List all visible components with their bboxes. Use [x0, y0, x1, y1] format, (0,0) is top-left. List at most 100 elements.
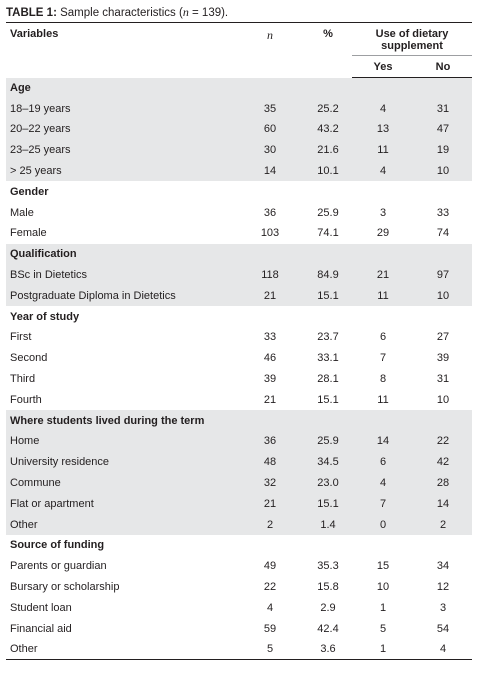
section-label: Year of study — [10, 310, 80, 323]
variable-cell: 20–22 years — [6, 119, 236, 140]
no-cell: 47 — [414, 119, 473, 140]
percent-cell: 35.3 — [317, 560, 339, 573]
count-cell: 48 — [236, 451, 304, 473]
table-body: Age 18–19 years 35 25.2 4 31 20–22 years 60 43.2… — [6, 77, 473, 661]
variable-cell: Postgraduate Diploma in Dietetics — [6, 285, 236, 307]
count-cell: 36 — [263, 206, 277, 219]
count-cell: 4 — [266, 601, 274, 614]
yes-cell: 4 — [352, 160, 414, 182]
variable-cell: Bursary or scholarship — [10, 581, 120, 594]
table-title: TABLE 1: Sample characteristics (n = 139… — [6, 5, 228, 20]
count-cell: 22 — [263, 581, 277, 594]
variable-cell: BSc in Dietetics — [6, 264, 236, 286]
no-cell: 33 — [436, 206, 450, 219]
no-cell: 10 — [414, 160, 473, 182]
title-text: Sample characteristics ( — [56, 7, 183, 19]
yes-cell: 7 — [352, 493, 414, 515]
data-row: Home 36 25.9 14 22 — [6, 431, 473, 452]
data-row: Postgraduate Diploma in Dietetics 21 15.1 1… — [6, 285, 473, 307]
no-cell: 3 — [439, 601, 447, 614]
section-row: Where students lived during the term — [6, 410, 473, 432]
data-row: Financial aid 59 42.4 5 54 — [6, 618, 472, 639]
count-cell: 30 — [236, 139, 304, 161]
yes-cell: 13 — [352, 119, 414, 140]
yes-cell: 14 — [352, 431, 414, 452]
variable-cell: Male — [10, 206, 34, 219]
variable-cell: 23–25 years — [6, 139, 236, 161]
yes-cell: 6 — [352, 451, 414, 473]
percent-cell: 15.1 — [304, 493, 352, 515]
data-row: Flat or apartment 21 15.1 7 14 — [6, 493, 473, 515]
data-row: Male 36 25.9 3 33 — [6, 202, 472, 223]
yes-cell: 11 — [352, 139, 414, 161]
variable-cell: > 25 years — [6, 160, 236, 182]
percent-cell: 15.1 — [304, 285, 352, 307]
no-cell: 14 — [414, 493, 473, 515]
no-cell: 4 — [414, 639, 473, 661]
data-table: Variables n % Use of dietary supplement … — [6, 22, 473, 661]
no-cell: 19 — [414, 139, 473, 161]
section-label: Age — [6, 77, 473, 99]
percent-cell: 33.1 — [317, 352, 339, 365]
yes-cell: 4 — [352, 98, 414, 120]
percent-cell: 1.4 — [304, 514, 352, 536]
header-variables: Variables — [6, 22, 236, 78]
percent-cell: 21.6 — [304, 139, 352, 161]
data-row: Other 2 1.4 0 2 — [6, 514, 473, 536]
percent-cell: 42.4 — [317, 622, 339, 635]
yes-cell: 1 — [352, 639, 414, 661]
section-row: Age — [6, 77, 473, 99]
count-cell: 21 — [263, 393, 277, 406]
count-cell: 33 — [263, 331, 277, 344]
percent-cell: 34.5 — [304, 451, 352, 473]
variable-cell: Fourth — [10, 393, 42, 406]
yes-cell: 29 — [376, 227, 390, 240]
yes-cell: 6 — [379, 331, 387, 344]
count-cell: 103 — [260, 227, 280, 240]
yes-cell: 1 — [379, 601, 387, 614]
percent-cell: 25.9 — [317, 206, 339, 219]
yes-cell: 8 — [379, 373, 387, 386]
count-cell: 35 — [236, 98, 304, 120]
count-cell: 21 — [236, 493, 304, 515]
variable-cell: Other — [6, 514, 236, 536]
data-row: BSc in Dietetics 118 84.9 21 97 — [6, 264, 473, 286]
count-cell: 60 — [236, 119, 304, 140]
variable-cell: Parents or guardian — [10, 560, 107, 573]
variable-cell: Commune — [6, 472, 236, 494]
count-cell: 32 — [236, 472, 304, 494]
data-row: > 25 years 14 10.1 4 10 — [6, 160, 473, 182]
data-row: Bursary or scholarship 22 15.8 10 12 — [6, 577, 472, 598]
data-row: Third 39 28.1 8 31 — [6, 369, 472, 390]
section-label: Source of funding — [10, 539, 105, 552]
percent-cell: 3.6 — [304, 639, 352, 661]
no-cell: 2 — [414, 514, 473, 536]
data-row: First 33 23.7 6 27 — [6, 327, 472, 348]
yes-cell: 11 — [352, 285, 414, 307]
no-cell: 28 — [414, 472, 473, 494]
count-cell: 39 — [263, 373, 277, 386]
percent-cell: 74.1 — [317, 227, 339, 240]
yes-cell: 4 — [352, 472, 414, 494]
no-cell: 31 — [436, 373, 450, 386]
variable-cell: 18–19 years — [6, 98, 236, 120]
count-cell: 46 — [263, 352, 277, 365]
no-cell: 97 — [414, 264, 473, 286]
header-supplement: Use of dietary supplement — [352, 22, 473, 56]
data-row: University residence 48 34.5 6 42 — [6, 451, 473, 473]
percent-cell: 23.0 — [304, 472, 352, 494]
title-rest: = 139). — [188, 7, 229, 19]
header-n-text: n — [267, 28, 273, 42]
data-row: 20–22 years 60 43.2 13 47 — [6, 119, 473, 140]
header-percent: % — [304, 22, 352, 78]
variable-cell: Home — [6, 431, 236, 452]
yes-cell: 3 — [379, 206, 387, 219]
variable-cell: Flat or apartment — [6, 493, 236, 515]
percent-cell: 15.1 — [317, 393, 339, 406]
count-cell: 21 — [236, 285, 304, 307]
no-cell: 12 — [436, 581, 450, 594]
no-cell: 54 — [436, 622, 450, 635]
yes-cell: 7 — [379, 352, 387, 365]
percent-cell: 43.2 — [304, 119, 352, 140]
